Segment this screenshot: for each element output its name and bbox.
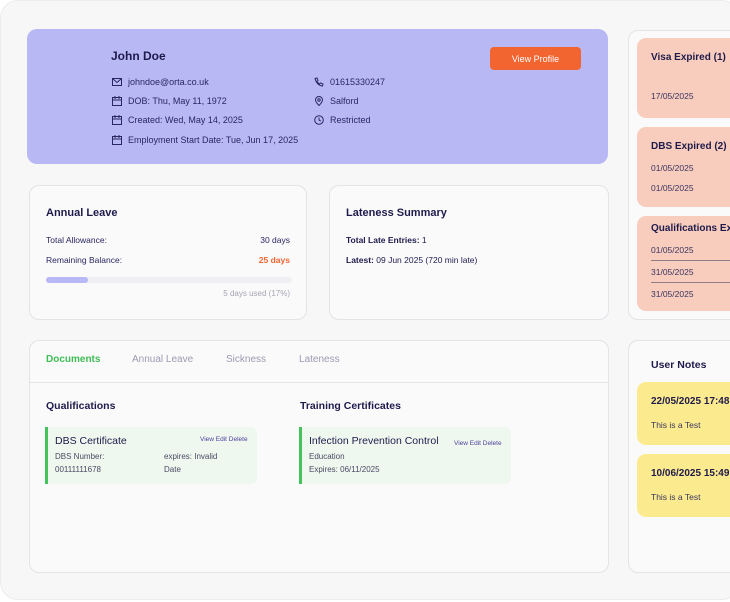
visa-expired-alert: Visa Expired (1) 17/05/2025	[637, 38, 730, 118]
location-row: Salford	[314, 96, 359, 106]
qualification-item: DBS Certificate View Edit Delete DBS Num…	[45, 427, 257, 484]
total-allowance-value: 30 days	[260, 235, 290, 245]
note-text: This is a Test	[651, 420, 701, 430]
location-text: Salford	[330, 96, 359, 106]
alert-title: Qualifications Expired	[651, 223, 730, 234]
divider	[651, 260, 730, 261]
latest-label: Latest:	[346, 255, 374, 265]
phone-text: 01615330247	[330, 77, 386, 87]
dbs-number-value: 00111111678	[55, 465, 101, 474]
training-category: Education	[309, 452, 345, 461]
alert-date: 01/05/2025	[651, 245, 694, 255]
email-text: johndoe@orta.co.uk	[128, 77, 209, 87]
divider	[651, 282, 730, 283]
profile-name: John Doe	[111, 49, 166, 63]
clock-icon	[314, 115, 324, 125]
total-allowance-label: Total Allowance:	[46, 235, 107, 245]
leave-progress-bar	[46, 277, 292, 283]
note-timestamp: 22/05/2025 17:48	[651, 396, 730, 407]
calendar-icon	[112, 135, 122, 145]
dbs-expired-alert: DBS Expired (2) 01/05/2025 01/05/2025	[637, 127, 730, 207]
phone-row: 01615330247	[314, 77, 385, 87]
view-profile-button[interactable]: View Profile	[490, 47, 581, 70]
latest-value: 09 Jun 2025 (720 min late)	[376, 255, 478, 265]
alert-date: 31/05/2025	[651, 289, 694, 299]
leave-progress-fill	[46, 277, 88, 283]
qualification-actions[interactable]: View Edit Delete	[200, 436, 248, 443]
alert-title: Visa Expired (1)	[651, 52, 726, 63]
annual-leave-title: Annual Leave	[46, 207, 118, 219]
latest-late-entry: Latest: 09 Jun 2025 (720 min late)	[346, 255, 477, 265]
lateness-title: Lateness Summary	[346, 207, 447, 219]
alert-date: 31/05/2025	[651, 267, 694, 277]
training-actions[interactable]: View Edit Delete	[454, 440, 502, 447]
tab-lateness[interactable]: Lateness	[299, 354, 340, 365]
email-row: johndoe@orta.co.uk	[112, 77, 209, 87]
user-notes-title: User Notes	[651, 359, 707, 371]
location-pin-icon	[314, 96, 324, 106]
created-row: Created: Wed, May 14, 2025	[112, 115, 243, 125]
total-late-label: Total Late Entries:	[346, 235, 420, 245]
days-used-text: 5 days used (17%)	[223, 289, 290, 298]
qualifications-title: Qualifications	[46, 400, 116, 412]
created-text: Created: Wed, May 14, 2025	[128, 115, 243, 125]
remaining-balance-value: 25 days	[258, 255, 290, 265]
calendar-icon	[112, 115, 122, 125]
expires-text-2: Date	[164, 465, 181, 474]
training-expires: Expires: 06/11/2025	[309, 465, 380, 474]
training-title: Training Certificates	[300, 400, 401, 412]
status-row: Restricted	[314, 115, 371, 125]
remaining-balance-label: Remaining Balance:	[46, 255, 123, 265]
calendar-icon	[112, 96, 122, 106]
dbs-number-label: DBS Number:	[55, 452, 105, 461]
status-text: Restricted	[330, 115, 371, 125]
expires-text: expires: Invalid	[164, 452, 218, 461]
note-text: This is a Test	[651, 492, 701, 502]
documents-panel: Documents Annual Leave Sickness Lateness…	[29, 340, 609, 573]
dob-row: DOB: Thu, May 11, 1972	[112, 96, 227, 106]
dob-text: DOB: Thu, May 11, 1972	[128, 96, 227, 106]
note-item: 10/06/2025 15:49 This is a Test	[637, 454, 730, 517]
tab-sickness[interactable]: Sickness	[226, 354, 267, 365]
annual-leave-card: Annual Leave Total Allowance: 30 days Re…	[29, 185, 307, 320]
tab-annual-leave[interactable]: Annual Leave	[132, 354, 194, 365]
employment-row: Employment Start Date: Tue, Jun 17, 2025	[112, 135, 298, 145]
phone-icon	[314, 77, 324, 87]
note-timestamp: 10/06/2025 15:49	[651, 468, 730, 479]
tab-divider	[30, 382, 608, 383]
training-item: Infection Prevention Control View Edit D…	[299, 427, 511, 484]
alert-date: 17/05/2025	[651, 91, 694, 101]
alert-date: 01/05/2025	[651, 183, 694, 193]
mail-icon	[112, 78, 122, 86]
qualifications-expired-alert: Qualifications Expired 01/05/2025 31/05/…	[637, 216, 730, 311]
total-late-value: 1	[421, 235, 427, 245]
qualification-title: DBS Certificate	[55, 435, 127, 447]
lateness-summary-card: Lateness Summary Total Late Entries: 1 L…	[329, 185, 609, 320]
profile-card: John Doe johndoe@orta.co.uk DOB: Thu, Ma…	[27, 29, 608, 164]
training-cert-title: Infection Prevention Control	[309, 435, 439, 447]
note-item: 22/05/2025 17:48 This is a Test	[637, 382, 730, 445]
tab-documents[interactable]: Documents	[46, 354, 101, 365]
alert-title: DBS Expired (2)	[651, 141, 727, 152]
alert-date: 01/05/2025	[651, 163, 694, 173]
employment-text: Employment Start Date: Tue, Jun 17, 2025	[128, 135, 299, 145]
total-late-entries: Total Late Entries: 1	[346, 235, 427, 245]
